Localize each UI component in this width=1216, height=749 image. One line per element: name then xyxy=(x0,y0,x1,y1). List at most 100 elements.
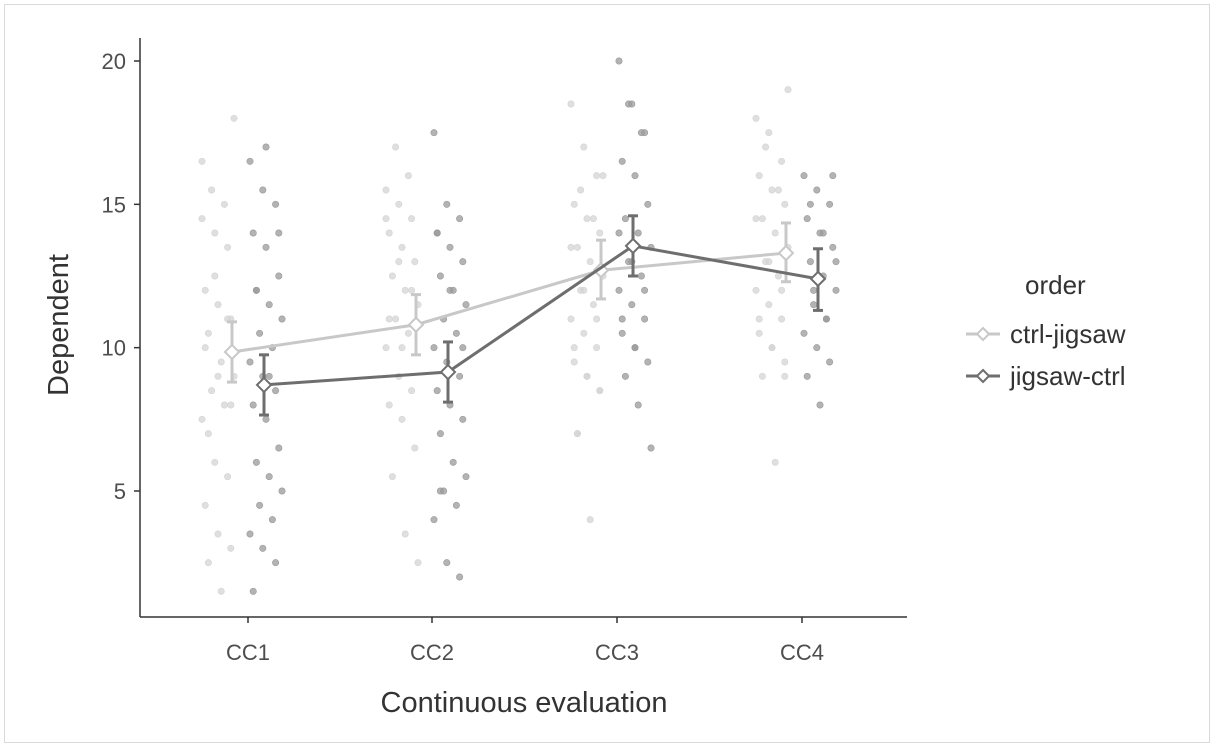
data-point xyxy=(220,401,228,409)
data-point xyxy=(583,215,591,223)
data-point xyxy=(631,344,639,352)
data-point xyxy=(593,172,601,180)
data-point xyxy=(211,229,219,237)
data-point xyxy=(586,516,594,524)
data-point xyxy=(382,186,390,194)
data-point xyxy=(398,344,406,352)
data-point xyxy=(618,329,626,337)
data-point xyxy=(278,487,286,495)
data-point xyxy=(436,487,444,495)
data-point xyxy=(618,157,626,165)
data-point xyxy=(573,430,581,438)
data-point xyxy=(755,172,763,180)
x-tick-label: CC4 xyxy=(780,640,824,665)
data-point xyxy=(278,315,286,323)
data-point xyxy=(436,272,444,280)
data-point xyxy=(217,358,225,366)
data-point xyxy=(806,258,814,266)
data-point xyxy=(819,229,827,237)
data-point xyxy=(637,129,645,137)
data-point xyxy=(446,286,454,294)
series-line xyxy=(263,244,819,387)
mean-marker xyxy=(809,270,827,288)
series-lines-layer xyxy=(223,214,827,417)
data-point xyxy=(829,172,837,180)
data-point xyxy=(382,344,390,352)
data-point xyxy=(211,458,219,466)
data-point xyxy=(781,372,789,380)
data-point xyxy=(404,172,412,180)
y-tick-label: 10 xyxy=(102,336,126,361)
data-point xyxy=(570,358,578,366)
y-axis-label: Dependent xyxy=(43,254,75,396)
data-point xyxy=(615,229,623,237)
data-point xyxy=(803,215,811,223)
x-tick-label: CC1 xyxy=(226,640,270,665)
data-point xyxy=(398,243,406,251)
data-point xyxy=(388,473,396,481)
y-tick-label: 15 xyxy=(102,192,126,217)
data-point xyxy=(272,200,280,208)
data-point xyxy=(567,315,575,323)
data-point xyxy=(580,143,588,151)
data-point xyxy=(259,544,267,552)
data-point xyxy=(214,301,222,309)
mean-marker xyxy=(407,316,425,334)
mean-marker xyxy=(223,343,241,361)
data-point xyxy=(577,186,585,194)
data-point xyxy=(589,301,597,309)
data-point xyxy=(246,530,254,538)
data-point xyxy=(755,315,763,323)
data-point xyxy=(810,301,818,309)
legend-label: ctrl-jigsaw xyxy=(1010,319,1126,349)
data-point xyxy=(408,387,416,395)
data-point xyxy=(829,243,837,251)
data-point xyxy=(214,530,222,538)
data-point xyxy=(201,501,209,509)
data-point xyxy=(249,229,257,237)
data-point xyxy=(644,358,652,366)
data-point xyxy=(774,272,782,280)
series-line xyxy=(231,251,787,354)
data-point xyxy=(430,129,438,137)
data-point xyxy=(570,200,578,208)
data-point xyxy=(436,430,444,438)
data-point xyxy=(781,200,789,208)
data-point xyxy=(618,315,626,323)
data-point xyxy=(275,272,283,280)
data-point xyxy=(765,129,773,137)
data-point xyxy=(647,444,655,452)
data-point xyxy=(456,215,464,223)
data-point xyxy=(459,344,467,352)
y-tick-label: 20 xyxy=(102,49,126,74)
data-point xyxy=(456,573,464,581)
data-point xyxy=(398,415,406,423)
data-point xyxy=(816,401,824,409)
data-point xyxy=(208,186,216,194)
legend-title: order xyxy=(1025,270,1086,300)
data-point xyxy=(631,172,639,180)
data-point xyxy=(408,286,416,294)
data-point xyxy=(446,243,454,251)
data-point xyxy=(252,286,260,294)
data-point xyxy=(262,243,270,251)
data-point xyxy=(771,229,779,237)
data-point xyxy=(567,243,575,251)
data-point xyxy=(392,143,400,151)
data-point xyxy=(408,215,416,223)
data-point xyxy=(249,587,257,595)
data-point xyxy=(262,143,270,151)
data-point xyxy=(430,344,438,352)
data-point xyxy=(752,114,760,122)
data-point xyxy=(813,186,821,194)
data-point xyxy=(599,172,607,180)
data-point xyxy=(755,329,763,337)
data-point xyxy=(433,229,441,237)
data-point xyxy=(272,559,280,567)
data-point xyxy=(832,258,840,266)
data-point xyxy=(227,544,235,552)
chart-frame xyxy=(4,4,1210,743)
x-tick-label: CC2 xyxy=(410,640,454,665)
data-point xyxy=(388,272,396,280)
data-point xyxy=(252,458,260,466)
